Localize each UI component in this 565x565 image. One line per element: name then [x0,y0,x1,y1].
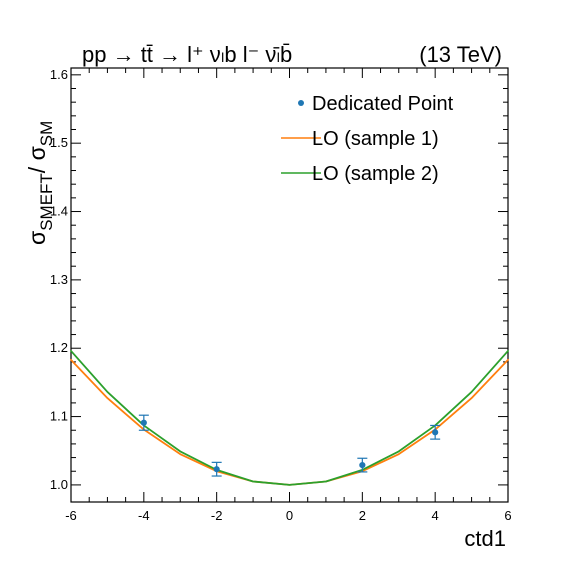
y-tick-label: 1.0 [50,477,68,492]
data-point [359,461,366,469]
y-axis-label: σSMEFT/ σSM [24,121,56,245]
plot-layer: -6 -4 -2 0 2 4 6 1.0 1.1 1.2 1.3 1.4 1.5 1.6 [50,67,512,523]
x-tick-label: 4 [432,508,439,523]
legend-label: LO (sample 1) [312,128,439,150]
y-tick-label: 1.1 [50,409,68,424]
y-tick-label: 1.6 [50,67,68,82]
legend-label: LO (sample 2) [312,163,439,185]
chart-title-process: pp → tt̄ → l⁺ νₗb l⁻ ν̄ₗb̄ [82,42,292,67]
data-point [140,419,147,426]
legend-label: Dedicated Point [312,93,454,115]
x-tick-label: -2 [211,508,223,523]
x-tick-label: -4 [138,508,150,523]
data-point [432,429,439,436]
plot-frame [70,67,509,503]
y-tick-label: 1.4 [50,204,68,219]
x-tick-label: 6 [504,508,511,523]
y-tick-label: 1.5 [50,135,68,150]
legend-marker [298,100,304,106]
data-point [213,466,220,473]
y-tick-label: 1.3 [50,272,68,287]
y-tick-label: 1.2 [50,340,68,355]
x-axis-label: ctd1 [464,526,506,551]
x-tick-label: 0 [286,508,293,523]
x-tick-label: -6 [65,508,77,523]
chart-title-energy: (13 TeV) [419,42,502,67]
legend: Dedicated Point LO (sample 1) LO (sample 2… [281,93,454,185]
x-tick-label: 2 [359,508,366,523]
